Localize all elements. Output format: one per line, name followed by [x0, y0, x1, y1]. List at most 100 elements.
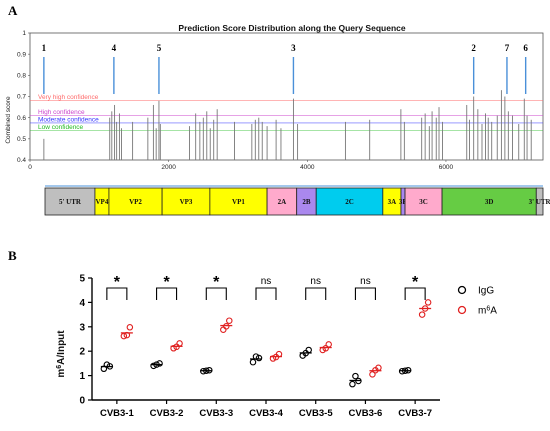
genome-segment-label: VP4: [96, 198, 109, 206]
genome-segment: [44, 187, 96, 216]
genome-segment: [315, 187, 384, 216]
y-tick-label: 0: [79, 396, 85, 407]
x-tick-label: CVB3-4: [249, 408, 284, 419]
significance-bracket: [205, 287, 227, 300]
data-point: [302, 349, 309, 357]
genome-segment-label: VP1: [232, 198, 245, 206]
panel-b-label: B: [8, 248, 17, 263]
peak-label: 6: [523, 43, 528, 53]
y-axis-label: Combined score: [5, 96, 12, 144]
data-point: [372, 366, 379, 374]
y-tick-label: 2: [79, 347, 85, 358]
data-point: [355, 377, 362, 385]
peak-label: 7: [505, 43, 510, 53]
genome-segment-label: 3' UTR: [529, 198, 550, 206]
score-distribution-chart: Prediction Score Distribution along the …: [5, 23, 544, 171]
peak-label: 3: [291, 43, 296, 53]
genome-segment-label: VP2: [129, 198, 142, 206]
data-point: [150, 362, 157, 370]
significance-bracket: [106, 287, 128, 300]
threshold-label: Very high confidence: [38, 94, 99, 101]
significance-label: *: [114, 274, 121, 291]
legend-marker: [457, 285, 467, 295]
genome-segment-label: 5' UTR: [59, 198, 82, 206]
genome-segment-label: 3A: [388, 198, 397, 206]
x-tick-label: CVB3-6: [349, 408, 383, 419]
significance-bracket: [156, 287, 178, 300]
x-tick-label: CVB3-3: [199, 408, 233, 419]
m6a-input-chart: m6A/Input 0 1 2 3 4 5 CVB3-1 * CVB3-2 * CVB3-3 * CV…: [56, 274, 497, 420]
x-tick-label: 4000: [300, 164, 315, 171]
threshold-label: Moderate confidence: [38, 116, 99, 123]
legend-label: m6A: [478, 306, 497, 317]
data-point: [349, 380, 356, 388]
plot-frame: [29, 32, 544, 161]
genome-segment-label: 2B: [302, 198, 311, 206]
significance-label: *: [412, 274, 419, 291]
x-tick-label: CVB3-5: [299, 408, 334, 419]
panel-a-label: A: [8, 3, 18, 18]
data-point: [100, 365, 108, 373]
y-tick-label: 0.5: [17, 136, 26, 143]
significance-label: ns: [261, 276, 272, 287]
data-point: [252, 353, 260, 360]
y-tick-label: 0.7: [17, 94, 26, 101]
x-tick-label: 2000: [161, 164, 176, 171]
x-tick-label: CVB3-2: [150, 408, 184, 419]
y-axis-label: m6A/Input: [56, 330, 67, 378]
threshold-label: High confidence: [38, 109, 85, 116]
data-point: [223, 323, 230, 330]
x-tick-label: 6000: [439, 164, 454, 171]
genome-segment: [441, 187, 537, 216]
data-point: [153, 361, 160, 368]
data-point: [200, 367, 207, 375]
data-point: [418, 311, 426, 318]
y-tick-label: 0.8: [17, 73, 26, 80]
genome-segment: [266, 187, 298, 216]
data-point: [424, 299, 432, 306]
threshold-label: Low confidence: [38, 124, 84, 131]
data-point: [421, 305, 429, 312]
data-point: [176, 340, 183, 347]
data-point: [272, 353, 280, 361]
y-tick-label: 0.4: [17, 157, 26, 164]
data-point: [206, 366, 213, 374]
data-point: [203, 367, 210, 374]
peak-label: 4: [112, 43, 117, 53]
peak-label: 2: [471, 43, 476, 53]
significance-label: ns: [310, 276, 321, 287]
y-tick-label: 4: [79, 298, 85, 309]
y-tick-label: 0.6: [17, 115, 26, 122]
data-point: [126, 324, 134, 331]
peak-label: 1: [42, 43, 47, 53]
genome-segment: [535, 187, 544, 216]
data-point: [398, 367, 406, 375]
data-point: [173, 343, 180, 351]
significance-label: *: [163, 274, 170, 291]
legend-marker: [457, 305, 467, 315]
data-point: [322, 345, 329, 352]
significance-bracket: [404, 287, 426, 300]
genome-segment-label: VP3: [180, 198, 193, 206]
y-tick-label: 5: [79, 274, 85, 285]
significance-label: ns: [360, 276, 371, 287]
chart-title: Prediction Score Distribution along the …: [178, 23, 405, 33]
y-tick-label: 1: [22, 30, 26, 37]
data-point: [305, 346, 312, 354]
data-point: [404, 366, 412, 374]
data-point: [352, 372, 359, 380]
peak-label: 5: [157, 43, 162, 53]
significance-label: *: [213, 274, 220, 291]
data-point: [156, 360, 163, 367]
genome-segment-label: 3D: [485, 198, 494, 206]
genome-segment: [161, 187, 211, 216]
data-point: [226, 317, 233, 324]
y-tick-label: 0.9: [17, 51, 26, 58]
y-tick-label: 1: [79, 371, 85, 382]
significance-bracket: [255, 287, 277, 300]
x-tick-label: 0: [28, 164, 32, 171]
genome-segment: [209, 187, 268, 216]
genome-segment-label: 2A: [278, 198, 287, 206]
significance-bracket: [354, 287, 376, 300]
genome-segment-label: 3B: [399, 198, 408, 206]
